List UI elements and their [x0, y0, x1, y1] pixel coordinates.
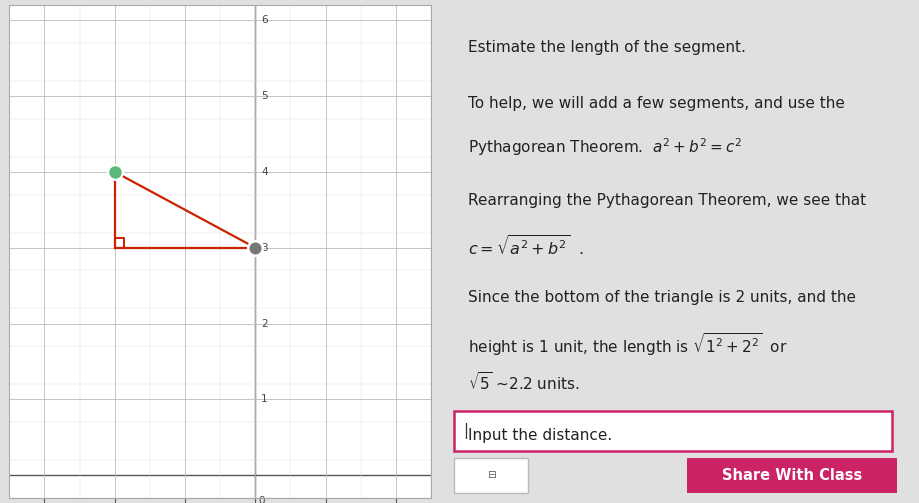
- Text: 6: 6: [261, 15, 267, 25]
- Text: $c = \sqrt{a^2 + b^2}$  .: $c = \sqrt{a^2 + b^2}$ .: [467, 234, 583, 258]
- Text: height is 1 unit, the length is $\sqrt{1^2 + 2^2}$  or: height is 1 unit, the length is $\sqrt{1…: [467, 331, 787, 358]
- Text: 3: 3: [261, 243, 267, 253]
- FancyBboxPatch shape: [453, 411, 891, 451]
- Text: 1: 1: [261, 394, 267, 404]
- Text: Estimate the length of the segment.: Estimate the length of the segment.: [467, 40, 744, 54]
- Text: Share With Class: Share With Class: [721, 468, 861, 483]
- Text: To help, we will add a few segments, and use the: To help, we will add a few segments, and…: [467, 96, 844, 111]
- Text: Input the distance.: Input the distance.: [467, 428, 611, 443]
- Point: [248, 243, 263, 252]
- Text: $\sqrt{5}$ ~2.2 units.: $\sqrt{5}$ ~2.2 units.: [467, 371, 579, 393]
- Text: ⊟: ⊟: [486, 470, 495, 480]
- Text: 0: 0: [258, 496, 265, 503]
- Text: 4: 4: [261, 167, 267, 177]
- Point: [108, 168, 122, 176]
- Text: 2: 2: [261, 318, 267, 328]
- Text: Pythagorean Theorem.  $a^2 + b^2 = c^2$: Pythagorean Theorem. $a^2 + b^2 = c^2$: [467, 137, 741, 158]
- FancyBboxPatch shape: [686, 458, 896, 493]
- Text: 5: 5: [261, 91, 267, 101]
- Text: |: |: [462, 423, 468, 439]
- Text: Since the bottom of the triangle is 2 units, and the: Since the bottom of the triangle is 2 un…: [467, 290, 855, 305]
- FancyBboxPatch shape: [453, 458, 528, 493]
- Text: Rearranging the Pythagorean Theorem, we see that: Rearranging the Pythagorean Theorem, we …: [467, 193, 865, 208]
